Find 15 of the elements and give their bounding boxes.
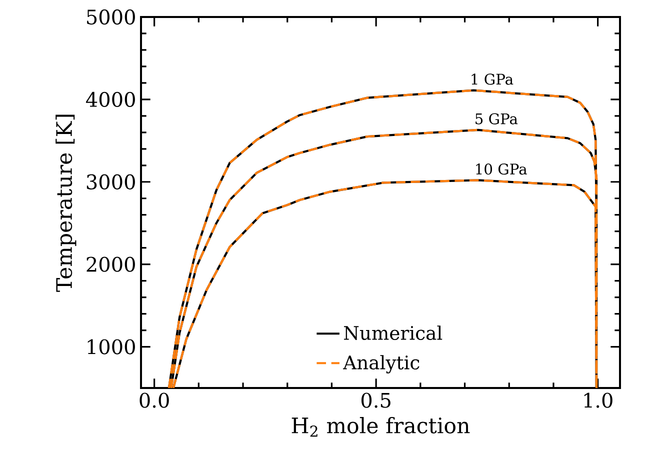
- x-tick-label: 0.5: [361, 392, 390, 408]
- y-tick-label: 2000: [86, 256, 135, 272]
- x-axis-title: H$_{2}$ mole fraction: [292, 416, 470, 437]
- y-tick-label: 3000: [86, 174, 135, 190]
- x-tick-label: 1.0: [584, 392, 612, 408]
- y-tick-label: 5000: [87, 9, 135, 25]
- y-tick-label: 1000: [88, 339, 135, 354]
- y-axis-title: Temperature [K]: [56, 114, 76, 292]
- legend-label: Numerical: [344, 326, 442, 340]
- annotation: 5 GPa: [476, 113, 518, 124]
- annotation: 10 GPa: [476, 164, 527, 175]
- legend-label: Analytic: [343, 355, 420, 374]
- y-tick-label: 4000: [86, 92, 135, 108]
- annotation: 1 GPa: [472, 74, 514, 85]
- x-tick-label: 0.0: [140, 392, 169, 408]
